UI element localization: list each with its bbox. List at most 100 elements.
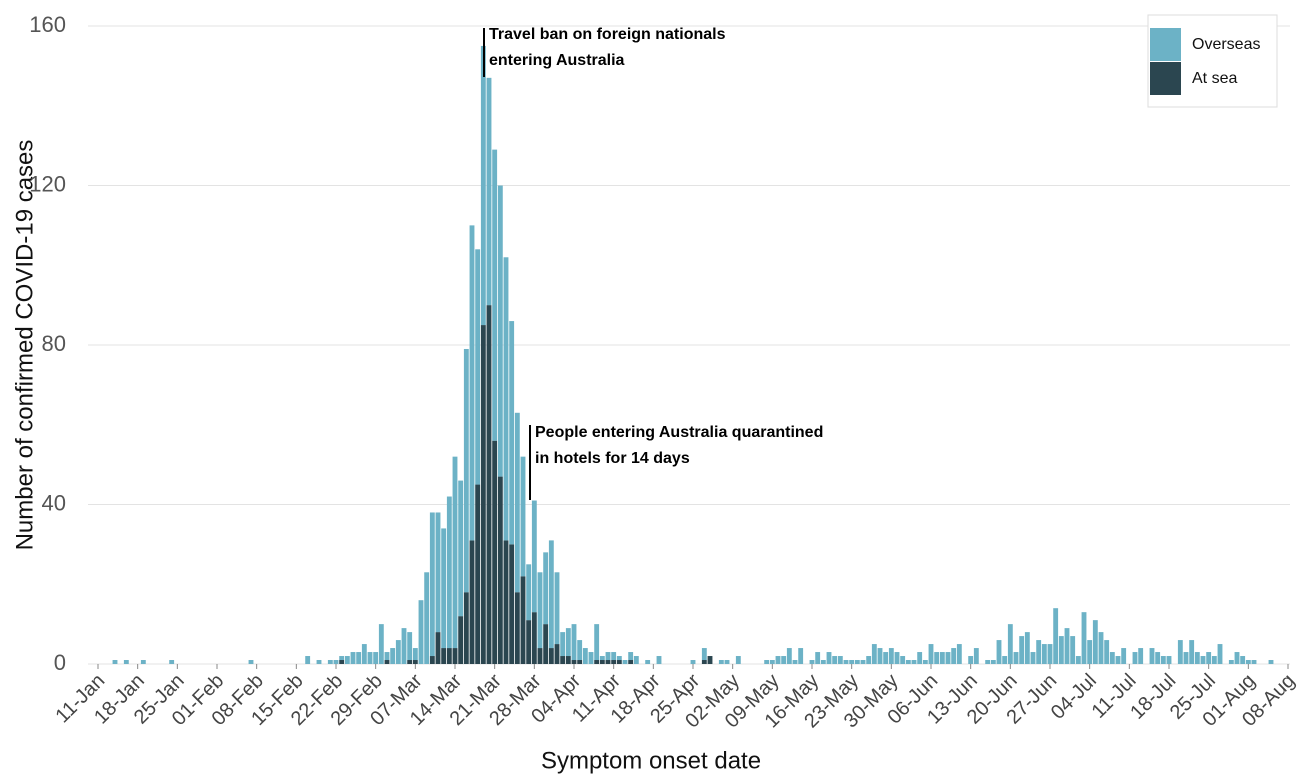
bar-segment: [554, 644, 560, 664]
bar-segment: [401, 628, 407, 664]
bar-segment: [407, 632, 413, 661]
bar-segment: [622, 660, 628, 664]
bar-segment: [594, 624, 600, 661]
x-axis-title: Symptom onset date: [541, 747, 761, 774]
bar-segment: [894, 652, 900, 664]
bar-segment: [588, 652, 594, 664]
bar-segment: [809, 660, 815, 664]
bar-segment: [526, 620, 532, 664]
bar-segment: [945, 652, 951, 664]
bar-segment: [1211, 656, 1217, 664]
bar-segment: [798, 648, 804, 664]
bar-segment: [412, 660, 418, 664]
bar-segment: [792, 660, 798, 664]
legend-label: Overseas: [1192, 36, 1260, 53]
bar-segment: [412, 648, 418, 661]
bar-segment: [1092, 620, 1098, 664]
bar-segment: [1234, 652, 1240, 664]
bar-segment: [1240, 656, 1246, 664]
bar-segment: [1183, 652, 1189, 664]
bar-segment: [492, 149, 498, 441]
bar-segment: [169, 660, 175, 664]
bar-segment: [1075, 656, 1081, 664]
bar-segment: [1104, 640, 1110, 664]
bar-segment: [469, 225, 475, 541]
bar-segment: [1166, 656, 1172, 664]
bar-segment: [883, 652, 889, 664]
bar-segment: [922, 660, 928, 664]
bar-segment: [934, 652, 940, 664]
bar-segment: [605, 652, 611, 661]
bar-segment: [1245, 660, 1251, 664]
y-tick-label: 0: [54, 650, 66, 675]
bar-segment: [480, 45, 486, 326]
bar-segment: [843, 660, 849, 664]
bar-segment: [531, 500, 537, 613]
bar-segment: [1160, 656, 1166, 664]
bar-segment: [1206, 652, 1212, 664]
bar-segment: [378, 624, 384, 664]
bar-segment: [849, 660, 855, 664]
bar-segment: [616, 656, 622, 661]
bar-segment: [339, 660, 345, 664]
bar-segment: [520, 456, 526, 577]
bar-segment: [1041, 644, 1047, 664]
bar-segment: [526, 564, 532, 621]
bar-segment: [339, 656, 345, 661]
bar-segment: [407, 660, 413, 664]
bar-segment: [1200, 656, 1206, 664]
bar-segment: [815, 652, 821, 664]
bar-segment: [1228, 660, 1234, 664]
bar-segment: [112, 660, 118, 664]
bar-segment: [877, 648, 883, 664]
bar-segment: [316, 660, 322, 664]
bar-segment: [458, 616, 464, 664]
bar-segment: [548, 540, 554, 649]
bar-segment: [531, 612, 537, 664]
bar-segment: [605, 660, 611, 664]
bar-segment: [956, 644, 962, 664]
bar-segment: [860, 660, 866, 664]
bar-segment: [305, 656, 311, 664]
bar-segment: [333, 660, 339, 664]
bar-segment: [1121, 648, 1127, 664]
bar-segment: [463, 592, 469, 664]
bar-segment: [656, 656, 662, 664]
bar-segment: [951, 648, 957, 664]
bar-segment: [1087, 640, 1093, 664]
bar-segment: [775, 656, 781, 664]
bar-segment: [248, 660, 254, 664]
bar-segment: [543, 624, 549, 664]
bar-segment: [503, 257, 509, 541]
bar-segment: [429, 512, 435, 657]
bar-segment: [384, 652, 390, 661]
bar-segment: [1002, 656, 1008, 664]
legend-label: At sea: [1192, 70, 1237, 87]
bar-segment: [486, 77, 492, 306]
bar-segment: [985, 660, 991, 664]
bar-segment: [724, 660, 730, 664]
bar-segment: [939, 652, 945, 664]
y-tick-label: 40: [42, 490, 66, 515]
bar-segment: [492, 440, 498, 664]
bar-segment: [384, 660, 390, 664]
bar-segment: [1081, 612, 1087, 664]
bar-segment: [514, 412, 520, 593]
bar-segment: [441, 648, 447, 664]
bar-segment: [571, 624, 577, 661]
legend-swatch: [1150, 62, 1181, 95]
bar-segment: [543, 552, 549, 625]
bar-segment: [367, 652, 373, 664]
bar-segment: [565, 656, 571, 664]
bar-segment: [1047, 644, 1053, 664]
bar-segment: [928, 644, 934, 664]
bar-segment: [350, 652, 356, 664]
bar-segment: [718, 660, 724, 664]
bar-segment: [911, 660, 917, 664]
bar-segment: [1024, 632, 1030, 664]
bar-segment: [565, 628, 571, 657]
bar-segment: [594, 660, 600, 664]
x-tick-label: 04-Jul: [1047, 670, 1101, 724]
bar-segment: [418, 600, 424, 664]
